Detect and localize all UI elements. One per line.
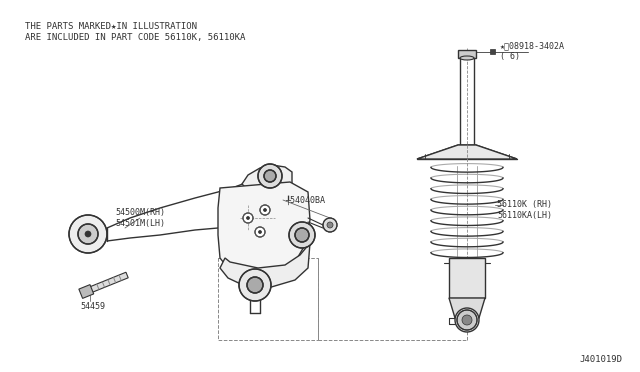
Circle shape [264,170,276,182]
Circle shape [295,228,309,242]
Bar [113,277,116,283]
Text: 56110K (RH)
56110KA(LH): 56110K (RH) 56110KA(LH) [497,200,552,220]
Circle shape [327,222,333,228]
Bar [89,272,128,293]
Text: ★Ⓝ08918-3402A
( 6): ★Ⓝ08918-3402A ( 6) [500,41,565,61]
Text: ╀54040BA: ╀54040BA [285,195,325,205]
Bar [490,49,495,54]
Circle shape [85,231,91,237]
Bar [96,284,99,290]
Circle shape [243,213,253,223]
Bar [108,279,111,285]
Text: 54500M(RH)
54501M(LH): 54500M(RH) 54501M(LH) [115,208,165,228]
Text: THE PARTS MARKED★IN ILLUSTRATION: THE PARTS MARKED★IN ILLUSTRATION [25,22,197,31]
Ellipse shape [460,56,474,60]
Circle shape [239,269,271,301]
Polygon shape [218,182,310,276]
Bar [118,275,122,281]
Circle shape [255,227,265,237]
Circle shape [259,231,262,234]
Circle shape [455,308,479,332]
Bar [458,50,476,58]
Circle shape [258,164,282,188]
Text: ARE INCLUDED IN PART CODE 56110K, 56110KA: ARE INCLUDED IN PART CODE 56110K, 56110K… [25,33,245,42]
Circle shape [78,224,98,244]
Bar [449,258,485,298]
Bar [79,285,93,298]
Circle shape [247,277,263,293]
Circle shape [323,218,337,232]
Circle shape [260,205,270,215]
Text: J401019D: J401019D [579,355,622,364]
Text: 54459: 54459 [80,302,105,311]
Circle shape [289,222,315,248]
Circle shape [246,217,250,219]
Bar [218,258,318,340]
Circle shape [457,310,477,330]
Circle shape [264,208,266,212]
Polygon shape [242,165,292,192]
Bar [102,282,105,288]
Polygon shape [220,243,310,288]
Polygon shape [449,298,485,318]
Circle shape [69,215,107,253]
Polygon shape [417,145,517,159]
Circle shape [462,315,472,325]
